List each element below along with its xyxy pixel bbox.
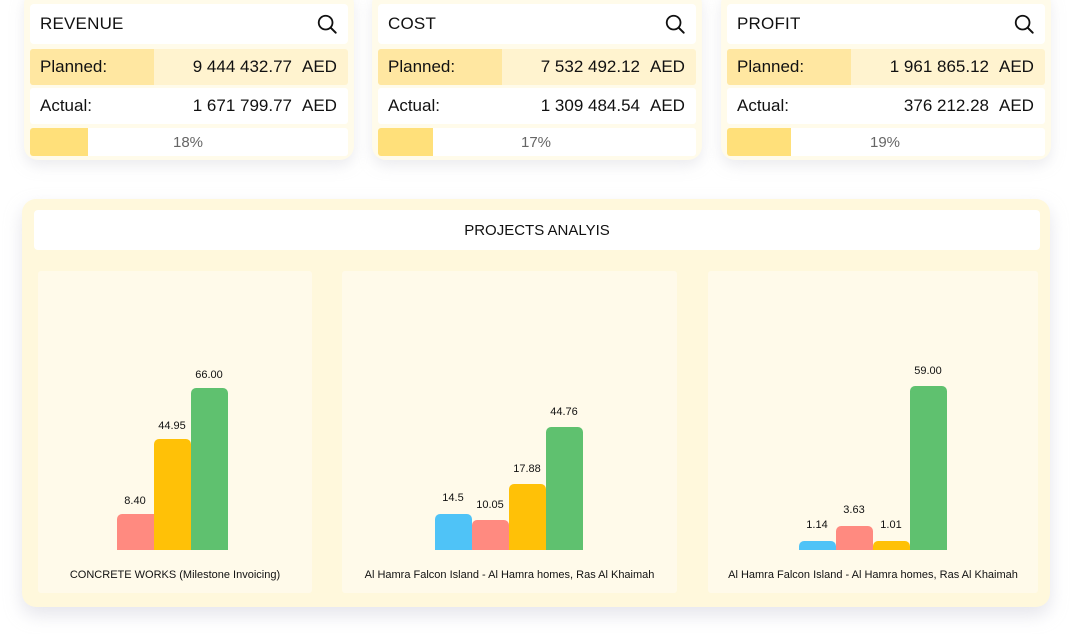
chart-bar[interactable]: [472, 520, 509, 550]
chart-bar[interactable]: [836, 526, 873, 550]
projects-analysis-title: PROJECTS ANALYIS: [34, 210, 1040, 250]
progress-fill: [727, 128, 791, 156]
bar-value-label: 8.40: [124, 495, 146, 507]
actual-value: 376 212.28: [903, 96, 989, 115]
kpi-card-title: COST: [388, 14, 437, 33]
chart-caption: Al Hamra Falcon Island - Al Hamra homes,…: [364, 569, 655, 581]
kpi-card-title: REVENUE: [40, 14, 124, 33]
kpi-card-revenue: REVENUE Planned: 9 444 432.77 AED Actual…: [24, 0, 354, 160]
chart-bar-area: 14.5 10.05 17.88 44.76: [342, 271, 677, 550]
progress-bar: 19%: [727, 128, 1045, 156]
search-icon[interactable]: [664, 13, 686, 35]
kpi-card-cost: COST Planned: 7 532 492.12 AED Actual: 1…: [372, 0, 702, 160]
chart-bar[interactable]: [154, 439, 191, 550]
currency-label: AED: [999, 57, 1034, 76]
progress-percent: 17%: [521, 133, 552, 151]
bar-value-label: 59.00: [914, 365, 942, 377]
bar-value-label: 66.00: [195, 369, 223, 381]
chart-bar[interactable]: [799, 541, 836, 550]
progress-fill: [378, 128, 433, 156]
actual-value: 1 671 799.77: [192, 96, 292, 115]
chart-panel-al-hamra-2: 1.14 3.63 1.01 59.00 Al Hamra Falcon Isl…: [708, 271, 1038, 593]
chart-bar[interactable]: [509, 484, 546, 550]
chart-bar[interactable]: [546, 427, 583, 550]
bar-value-label: 3.63: [843, 504, 865, 516]
planned-label: Planned:: [30, 49, 154, 85]
search-icon[interactable]: [1013, 13, 1035, 35]
bar-value-label: 17.88: [513, 463, 541, 475]
chart-caption: Al Hamra Falcon Island - Al Hamra homes,…: [728, 569, 1018, 581]
planned-value: 9 444 432.77: [192, 57, 292, 76]
planned-row: Planned: 9 444 432.77 AED: [30, 49, 348, 85]
kpi-card-header: PROFIT: [727, 4, 1045, 44]
projects-analysis-card: PROJECTS ANALYIS 8.40 44.95 66.00 CONCRE…: [22, 199, 1050, 607]
progress-percent: 18%: [173, 133, 204, 151]
planned-row: Planned: 1 961 865.12 AED: [727, 49, 1045, 85]
bar-value-label: 14.5: [442, 492, 464, 504]
kpi-card-title: PROFIT: [737, 14, 801, 33]
search-icon[interactable]: [316, 13, 338, 35]
chart-bar-area: 1.14 3.63 1.01 59.00: [708, 271, 1038, 550]
currency-label: AED: [302, 57, 337, 76]
actual-label: Actual:: [737, 96, 789, 115]
kpi-card-header: COST: [378, 4, 696, 44]
chart-bar[interactable]: [191, 388, 228, 550]
actual-label: Actual:: [40, 96, 92, 115]
chart-bar[interactable]: [435, 514, 472, 550]
planned-row: Planned: 7 532 492.12 AED: [378, 49, 696, 85]
planned-label: Planned:: [727, 49, 851, 85]
progress-percent: 19%: [870, 133, 901, 151]
chart-panel-concrete-works: 8.40 44.95 66.00 CONCRETE WORKS (Milesto…: [38, 271, 312, 593]
progress-fill: [30, 128, 88, 156]
progress-bar: 18%: [30, 128, 348, 156]
actual-row: Actual: 376 212.28 AED: [727, 88, 1045, 124]
currency-label: AED: [999, 96, 1034, 115]
chart-panel-al-hamra-1: 14.5 10.05 17.88 44.76 Al Hamra Falcon I…: [342, 271, 677, 593]
kpi-card-profit: PROFIT Planned: 1 961 865.12 AED Actual:…: [721, 0, 1051, 160]
bar-value-label: 1.14: [806, 519, 828, 531]
bar-value-label: 10.05: [476, 499, 504, 511]
kpi-card-header: REVENUE: [30, 4, 348, 44]
chart-bar[interactable]: [873, 541, 910, 550]
actual-row: Actual: 1 671 799.77 AED: [30, 88, 348, 124]
actual-label: Actual:: [388, 96, 440, 115]
progress-bar: 17%: [378, 128, 696, 156]
bar-value-label: 44.76: [550, 406, 578, 418]
chart-caption: CONCRETE WORKS (Milestone Invoicing): [69, 569, 281, 581]
chart-bar-area: 8.40 44.95 66.00: [38, 271, 312, 550]
currency-label: AED: [650, 57, 685, 76]
planned-label: Planned:: [378, 49, 502, 85]
planned-value: 7 532 492.12: [540, 57, 640, 76]
chart-bar[interactable]: [117, 514, 154, 550]
bar-value-label: 44.95: [158, 420, 186, 432]
planned-value: 1 961 865.12: [889, 57, 989, 76]
bar-value-label: 1.01: [880, 519, 902, 531]
currency-label: AED: [650, 96, 685, 115]
chart-bar[interactable]: [910, 386, 947, 550]
currency-label: AED: [302, 96, 337, 115]
actual-value: 1 309 484.54: [540, 96, 640, 115]
actual-row: Actual: 1 309 484.54 AED: [378, 88, 696, 124]
